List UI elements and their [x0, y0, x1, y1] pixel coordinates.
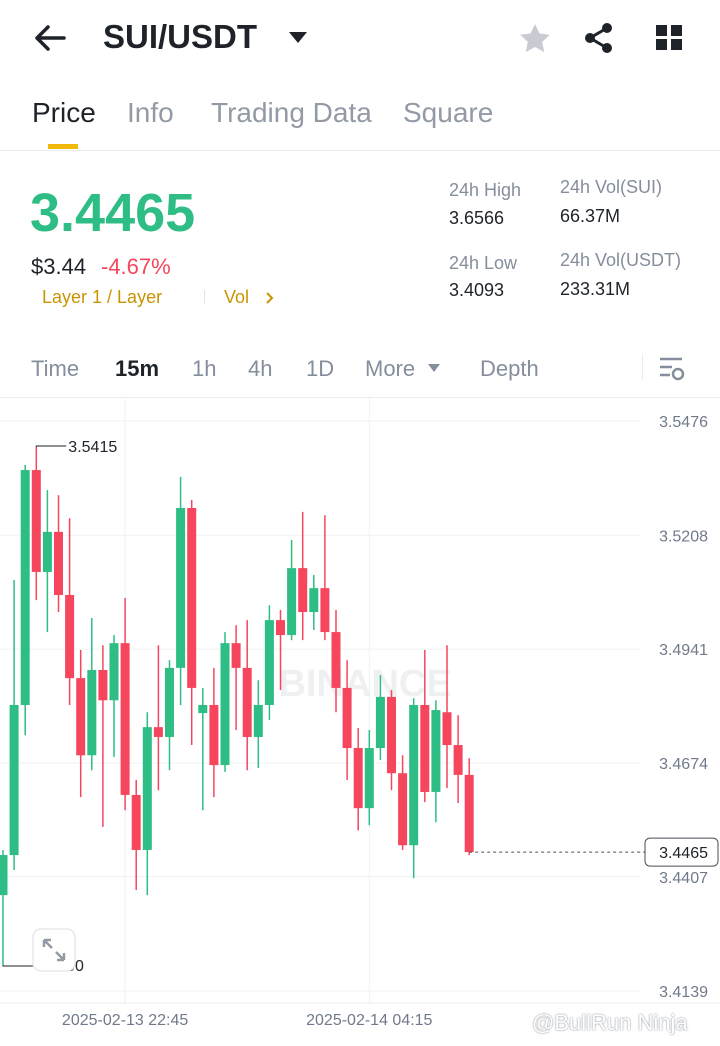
- candle-body: [331, 632, 341, 688]
- high-annotation: 3.5415: [68, 439, 117, 456]
- y-tick-label: 3.4407: [659, 870, 708, 887]
- pair-dropdown[interactable]: [288, 30, 308, 44]
- candle-body: [387, 696, 396, 774]
- interval[interactable]: Time: [31, 356, 80, 381]
- more-dropdown: [428, 364, 440, 372]
- candle-body: [31, 470, 41, 572]
- candle-body: [431, 710, 441, 792]
- stat-value: 3.6566: [449, 208, 505, 228]
- y-tick-label: 3.5208: [659, 528, 708, 545]
- last-price-label: 3.4465: [659, 845, 708, 862]
- candle-body: [464, 774, 474, 853]
- x-tick-label: 2025-02-13 22:45: [62, 1012, 188, 1029]
- candle-body: [209, 704, 219, 766]
- stat-label: 24h High: [449, 180, 522, 200]
- favorite-icon[interactable]: [518, 22, 552, 54]
- tab-indicator: [48, 144, 78, 149]
- divider: [0, 150, 720, 151]
- candle-body: [398, 773, 408, 846]
- candle-body: [287, 568, 297, 636]
- candle-body: [231, 643, 241, 668]
- watermark: @BullRun Ninja: [532, 1010, 688, 1035]
- separator: [642, 354, 643, 380]
- stat-value: 3.4093: [449, 280, 505, 300]
- pair-title[interactable]: SUI/USDT: [103, 18, 258, 55]
- divider: [0, 397, 720, 398]
- candle-body: [187, 508, 197, 688]
- last-price-box: [644, 837, 719, 867]
- expand-button[interactable]: [32, 928, 76, 972]
- candle-body: [65, 594, 75, 679]
- y-tick-label: 3.4139: [659, 984, 708, 1001]
- interval[interactable]: 1h: [192, 356, 217, 381]
- candle-body: [242, 667, 252, 737]
- x-tick-label: 2025-02-14 04:15: [306, 1012, 432, 1029]
- interval[interactable]: More: [365, 356, 416, 381]
- chevron: [266, 292, 274, 304]
- candle-body: [54, 531, 63, 595]
- candle-body: [76, 678, 86, 756]
- candle-body: [420, 704, 430, 792]
- candle-body: [264, 620, 274, 705]
- stat-label: 24h Vol(SUI): [560, 177, 663, 197]
- y-tick-label: 3.5476: [659, 414, 708, 431]
- y-tick-label: 3.4674: [659, 756, 708, 773]
- candle-body: [375, 696, 385, 749]
- candle-body: [87, 670, 97, 756]
- price-change: -4.67%: [101, 254, 171, 279]
- candle-body: [342, 687, 352, 749]
- y-tick-label: 3.4941: [659, 642, 708, 659]
- candle-body: [442, 712, 452, 746]
- low-marker: [2, 965, 33, 967]
- candle-body: [98, 670, 108, 701]
- separator: [204, 290, 205, 304]
- share-icon[interactable]: [582, 21, 616, 55]
- stat-value: 233.31M: [560, 279, 631, 299]
- interval[interactable]: Depth: [480, 356, 539, 381]
- interval[interactable]: 4h: [248, 356, 273, 381]
- tab[interactable]: Price: [32, 97, 96, 128]
- candle-body: [0, 855, 8, 896]
- candle-body: [320, 588, 330, 633]
- candle-body: [276, 620, 285, 636]
- candle-body: [176, 508, 186, 668]
- last-price: 3.4465: [30, 183, 196, 243]
- vol-link[interactable]: Vol: [224, 287, 250, 307]
- tab[interactable]: Trading Data: [211, 97, 372, 128]
- candle-body: [9, 704, 19, 856]
- candle-body: [198, 704, 208, 714]
- candle-body: [109, 643, 119, 701]
- stat-label: 24h Low: [449, 253, 518, 273]
- tab[interactable]: Square: [403, 97, 494, 128]
- high-marker: [35, 445, 67, 448]
- candle-body: [153, 727, 163, 737]
- candle-body: [165, 667, 174, 737]
- candle-body: [409, 704, 419, 846]
- back-button[interactable]: [32, 22, 68, 54]
- stat-value: 66.37M: [560, 206, 621, 226]
- interval[interactable]: 1D: [306, 356, 335, 381]
- candle-body: [364, 748, 374, 809]
- candle-body: [142, 727, 152, 850]
- candle-body: [353, 748, 363, 809]
- tag-link[interactable]: Layer 1 / Layer: [42, 287, 163, 307]
- chart-settings-icon[interactable]: [658, 356, 686, 382]
- candlestick-chart: BINANCE 3.5476 3.5208 3.4941 3.4674 3.4407 3.4…: [0, 398, 720, 1029]
- candle-body: [253, 704, 263, 737]
- interval[interactable]: 15m: [115, 356, 160, 381]
- usd-price: $3.44: [31, 254, 87, 279]
- candle-body: [309, 588, 319, 613]
- candle-body: [453, 745, 463, 775]
- candle-body: [20, 470, 30, 705]
- candle-body: [131, 794, 141, 850]
- candle-body: [220, 643, 230, 766]
- candle-body: [298, 568, 308, 613]
- watermark-brand: BINANCE: [278, 663, 451, 705]
- candle-body: [42, 531, 52, 572]
- tab[interactable]: Info: [127, 97, 174, 128]
- stat-label: 24h Vol(USDT): [560, 250, 682, 270]
- menu-icon[interactable]: [655, 24, 685, 52]
- candle-body: [120, 643, 130, 795]
